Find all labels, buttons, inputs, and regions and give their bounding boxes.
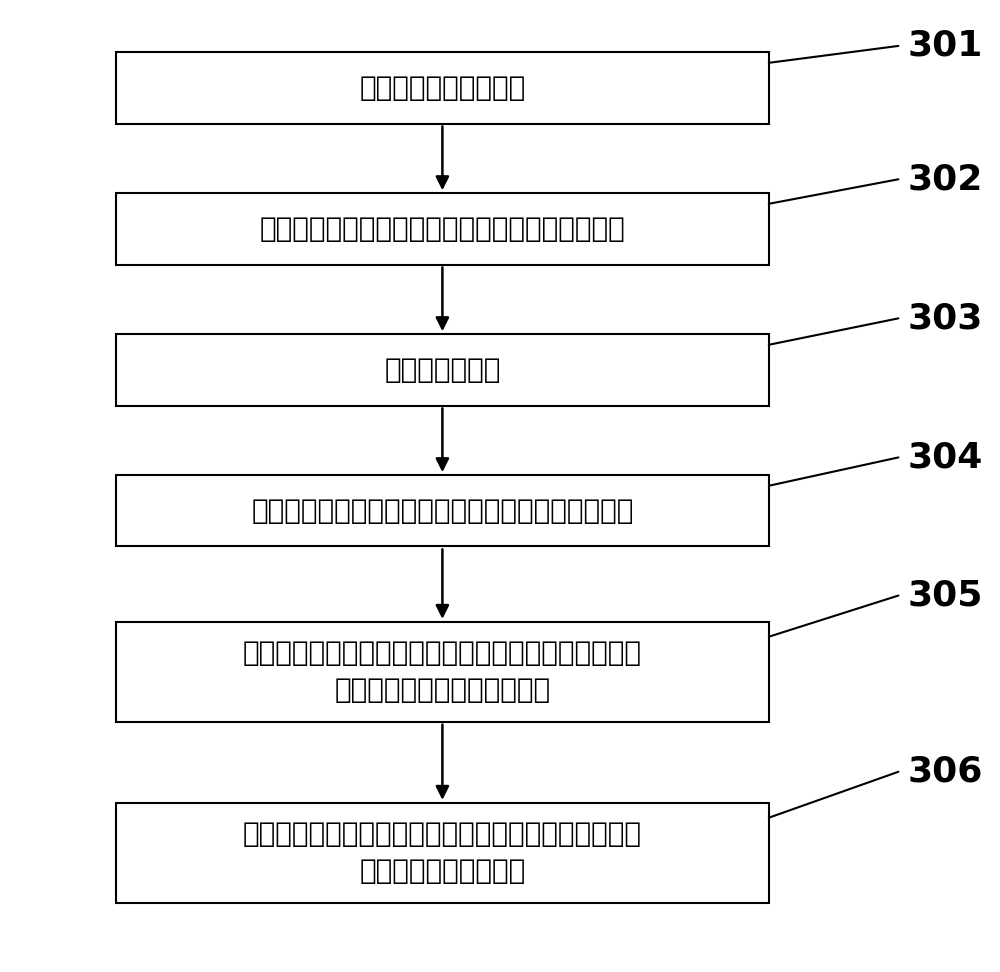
Text: 303: 303 [908, 301, 983, 335]
Text: 305: 305 [908, 578, 983, 612]
Text: 301: 301 [908, 29, 983, 63]
Text: 302: 302 [908, 162, 983, 196]
Bar [116, 334, 769, 405]
Text: 根据所述各测量参数初始化或更新本轮迭代的样本群: 根据所述各测量参数初始化或更新本轮迭代的样本群 [251, 497, 634, 525]
Bar [116, 622, 769, 722]
Text: 根据天线方向图的测量指标判断继续迭代或将本轮迭代
最优结果作为最优权值: 根据天线方向图的测量指标判断继续迭代或将本轮迭代 最优结果作为最优权值 [243, 820, 642, 885]
Bar [116, 193, 769, 264]
Text: 根据所述目标波位工作指令确定目标波位信号参数: 根据所述目标波位工作指令确定目标波位信号参数 [260, 215, 625, 243]
Text: 304: 304 [908, 440, 983, 474]
Bar [116, 52, 769, 123]
Text: 获取目标波位工作指令: 获取目标波位工作指令 [359, 74, 526, 102]
Text: 根据所述样本群使用最优波束合成方法计算各粒子样本
的对应天线方向图并测量指标: 根据所述样本群使用最优波束合成方法计算各粒子样本 的对应天线方向图并测量指标 [243, 640, 642, 704]
Bar [116, 475, 769, 546]
Text: 初始化测量参数: 初始化测量参数 [384, 356, 501, 384]
Bar [116, 803, 769, 903]
Text: 306: 306 [908, 755, 983, 788]
